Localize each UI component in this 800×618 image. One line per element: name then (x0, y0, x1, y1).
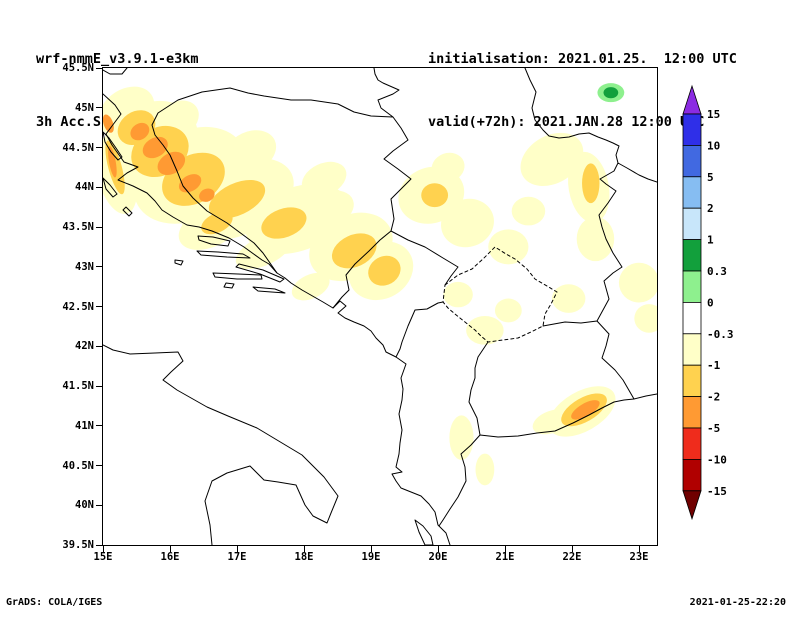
colorbar-segment (683, 428, 701, 459)
y-tick-label: 40.5N (34, 460, 94, 472)
colorbar-segment (683, 271, 701, 302)
italy-coastline (103, 345, 338, 545)
y-tick-mark (96, 187, 102, 188)
snow-cell (421, 183, 448, 207)
colorbar-label: -1 (707, 359, 721, 372)
snow-cell (443, 282, 472, 307)
y-tick-label: 45N (34, 102, 94, 114)
colorbar: 15 10 5 2 1 0.3 0 -0.3 -1 -2 -5 -10 -15 (681, 84, 737, 536)
colorbar-label: -5 (707, 422, 720, 435)
y-tick-mark (96, 465, 102, 466)
y-tick-label: 43.5N (34, 221, 94, 233)
y-tick-label: 42.5N (34, 301, 94, 313)
colorbar-label: -2 (707, 391, 720, 404)
x-tick-label: 20E (416, 551, 460, 563)
y-tick-mark (96, 227, 102, 228)
snow-cell (476, 454, 495, 486)
colorbar-label: 10 (707, 139, 720, 152)
colorbar-segment (683, 365, 701, 396)
y-tick-label: 44.5N (34, 142, 94, 154)
y-tick-mark (96, 107, 102, 108)
colorbar-segment (683, 145, 701, 176)
x-tick-label: 16E (148, 551, 192, 563)
x-tick-mark (438, 546, 439, 552)
x-tick-label: 21E (483, 551, 527, 563)
snow-cell (634, 304, 657, 333)
colorbar-label: 5 (707, 171, 714, 184)
colorbar-label: 15 (707, 108, 720, 121)
colorbar-label: -15 (707, 485, 727, 498)
y-tick-label: 42N (34, 340, 94, 352)
colorbar-arrow-top (683, 86, 701, 114)
colorbar-segment (683, 459, 701, 490)
x-tick-mark (170, 546, 171, 552)
snow-shading-layer (103, 76, 657, 485)
y-tick-mark (96, 386, 102, 387)
grads-forecast-plot: wrf-nmmE_v3.9.1-e3km 3h Acc.Snow [cm/3h]… (0, 0, 800, 618)
x-tick-label: 18E (282, 551, 326, 563)
colorbar-segment (683, 240, 701, 271)
y-tick-label: 41.5N (34, 380, 94, 392)
x-tick-mark (103, 546, 104, 552)
snow-cell (495, 299, 522, 323)
x-tick-mark (237, 546, 238, 552)
y-tick-mark (96, 147, 102, 148)
colorbar-segment (683, 114, 701, 145)
x-tick-label: 23E (617, 551, 661, 563)
x-tick-mark (505, 546, 506, 552)
x-tick-label: 19E (349, 551, 393, 563)
y-tick-mark (96, 505, 102, 506)
y-tick-mark (96, 266, 102, 267)
snow-cell (466, 316, 504, 345)
colorbar-segment (683, 177, 701, 208)
y-tick-mark (96, 425, 102, 426)
y-tick-label: 41N (34, 420, 94, 432)
x-tick-label: 15E (81, 551, 125, 563)
colorbar-segment (683, 208, 701, 239)
x-tick-mark (639, 546, 640, 552)
map-frame (102, 67, 658, 546)
x-tick-mark (572, 546, 573, 552)
creation-timestamp: 2021-01-25-22:20 (690, 597, 786, 608)
grads-credit: GrADS: COLA/IGES (6, 597, 102, 608)
y-tick-label: 45.5N (34, 62, 94, 74)
y-tick-mark (96, 346, 102, 347)
x-tick-label: 17E (215, 551, 259, 563)
colorbar-arrow-bottom (683, 491, 701, 519)
snow-cell (603, 87, 618, 98)
colorbar-label: 2 (707, 202, 714, 215)
snow-cell (619, 263, 657, 303)
colorbar-label: 0 (707, 296, 714, 309)
x-tick-mark (304, 546, 305, 552)
y-tick-mark (96, 68, 102, 69)
y-tick-label: 39.5N (34, 539, 94, 551)
y-tick-mark (96, 545, 102, 546)
colorbar-label: 1 (707, 234, 714, 247)
colorbar-label: 0.3 (707, 265, 727, 278)
snow-cell (582, 163, 599, 203)
y-tick-label: 40N (34, 499, 94, 511)
colorbar-segment (683, 397, 701, 428)
snow-cell (512, 197, 546, 226)
colorbar-label: -10 (707, 453, 727, 466)
snow-cell (488, 229, 528, 264)
colorbar-segment (683, 334, 701, 365)
x-tick-label: 22E (550, 551, 594, 563)
colorbar-segment (683, 302, 701, 333)
y-tick-label: 43N (34, 261, 94, 273)
y-tick-label: 44N (34, 181, 94, 193)
map-canvas (103, 68, 657, 545)
y-tick-mark (96, 306, 102, 307)
snow-cell (552, 284, 586, 313)
colorbar-label: -0.3 (707, 328, 734, 341)
snow-cell (577, 217, 615, 262)
x-tick-mark (371, 546, 372, 552)
